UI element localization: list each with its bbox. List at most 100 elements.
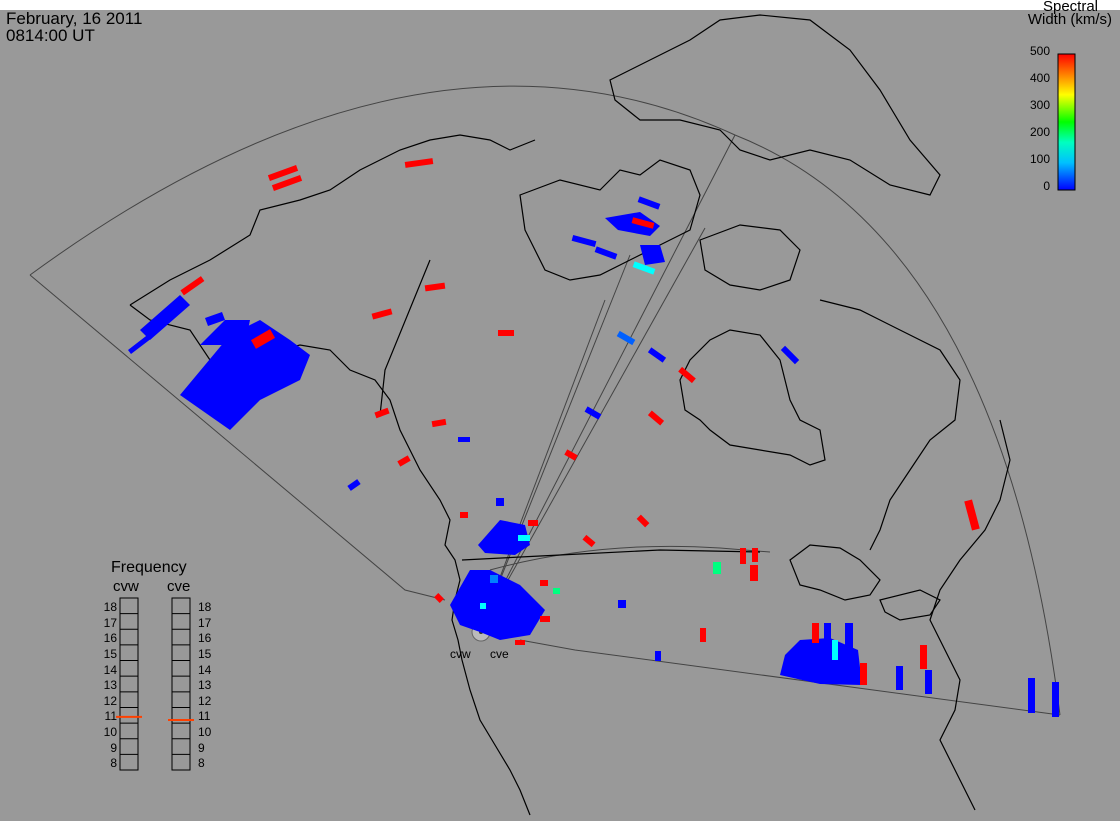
echo-cell xyxy=(540,616,550,622)
echo-cell xyxy=(896,666,903,690)
echo-cluster-greatlakes xyxy=(780,638,862,685)
frequency-level-label-right: 12 xyxy=(198,693,212,708)
freq-bar-cvw xyxy=(119,597,139,771)
echo-cell xyxy=(678,366,696,384)
echo-cell xyxy=(655,651,661,661)
colorbar-tick-label: 100 xyxy=(1029,152,1050,166)
frequency-level-label-right: 17 xyxy=(198,615,212,630)
echo-cell xyxy=(647,347,667,363)
echo-cell xyxy=(434,593,444,603)
echo-cluster-alaska xyxy=(128,295,310,430)
frequency-level-label-left: 11 xyxy=(104,709,117,724)
echo-cell xyxy=(1052,682,1059,717)
echo-cell xyxy=(925,670,932,694)
frequency-level-label-right: 11 xyxy=(198,709,211,724)
echo-cell xyxy=(404,158,434,168)
echo-cell xyxy=(553,588,560,594)
freq-bar-cve xyxy=(171,597,191,771)
coastlines xyxy=(129,14,1011,816)
echo-cell xyxy=(636,514,650,528)
frequency-level-label-left: 8 xyxy=(110,756,117,771)
frequency-radar-left: cvw xyxy=(113,578,139,595)
frequency-level-label-left: 9 xyxy=(110,740,117,755)
echo-cell xyxy=(480,603,486,609)
echo-cell xyxy=(397,455,411,467)
echo-cell xyxy=(460,512,468,518)
echo-cell xyxy=(920,645,927,669)
echo-cell xyxy=(700,628,706,642)
plot-background xyxy=(0,10,1120,821)
echo-cell xyxy=(637,196,661,210)
echo-cell xyxy=(267,165,299,181)
echo-cell xyxy=(964,499,980,531)
colorbar-tick-label: 200 xyxy=(1029,125,1050,139)
frequency-bars xyxy=(119,597,191,771)
frequency-level-label-right: 15 xyxy=(198,646,212,661)
frequency-level-label-right: 10 xyxy=(198,725,212,740)
echo-cell xyxy=(374,407,390,419)
echo-cell xyxy=(632,261,656,275)
frequency-level-label-left: 18 xyxy=(103,600,117,614)
frequency-level-label-left: 16 xyxy=(103,631,117,646)
echo-cell xyxy=(180,276,205,296)
echo-cell xyxy=(424,282,446,292)
date-label: February, 16 2011 xyxy=(6,9,143,28)
echo-cell xyxy=(824,623,831,641)
echo-cell xyxy=(584,406,602,420)
echo-cell xyxy=(518,535,530,541)
echo-cell xyxy=(250,329,276,349)
frequency-level-label-right: 9 xyxy=(198,740,205,755)
colorbar-title-line1: Spectral xyxy=(1042,0,1098,15)
echo-cell xyxy=(713,562,721,574)
echo-cell xyxy=(371,308,393,320)
frequency-level-label-left: 13 xyxy=(103,678,117,693)
echo-cell xyxy=(498,330,514,336)
echo-cell xyxy=(515,640,525,645)
echo-cell xyxy=(780,345,800,365)
frequency-level-label-left: 10 xyxy=(103,725,117,740)
frequency-level-label-left: 14 xyxy=(103,662,117,677)
site-label-east: cve xyxy=(490,647,509,661)
echo-cell xyxy=(740,548,746,564)
echo-cell xyxy=(564,449,578,461)
frequency-title: Frequency xyxy=(111,559,187,576)
colorbar-tick-label: 300 xyxy=(1029,98,1050,112)
frequency-grid xyxy=(116,613,194,755)
echo-cell xyxy=(845,623,853,658)
frequency-level-label-right: 8 xyxy=(198,756,205,771)
colorbar-tick-label: 0 xyxy=(1043,179,1050,193)
echo-cell xyxy=(496,498,504,506)
echo-cell xyxy=(347,479,361,491)
echo-cell xyxy=(812,623,819,643)
echo-cluster-arctic xyxy=(605,212,665,265)
echo-cell xyxy=(618,600,626,608)
echo-cell xyxy=(752,548,758,562)
frequency-level-label-left: 12 xyxy=(103,693,117,708)
echo-cell xyxy=(1028,678,1035,713)
echo-cell xyxy=(490,575,498,583)
colorbar-tick-label: 500 xyxy=(1029,44,1050,58)
colorbar-title-line2: Width (km/s) xyxy=(1027,11,1112,28)
frequency-level-label-left: 15 xyxy=(103,646,117,661)
echo-cluster-site xyxy=(450,520,545,640)
frequency-level-label-right: 16 xyxy=(198,631,212,646)
echo-cell xyxy=(750,565,758,581)
echo-cells xyxy=(180,158,1059,717)
echo-cell xyxy=(832,640,838,660)
colorbar-tick-label: 400 xyxy=(1029,71,1050,85)
time-label: 0814:00 UT xyxy=(6,26,95,45)
echo-cell xyxy=(540,580,548,586)
echo-cell xyxy=(271,175,303,191)
echo-cell xyxy=(582,534,596,548)
frequency-level-label-right: 18 xyxy=(198,600,212,614)
colorbar xyxy=(1057,53,1076,191)
echo-cell xyxy=(616,330,636,346)
echo-cell xyxy=(528,520,538,526)
frequency-level-label-right: 13 xyxy=(198,678,212,693)
echo-cell xyxy=(594,246,618,260)
echo-cell xyxy=(458,437,470,442)
site-label-west: cvw xyxy=(450,647,471,661)
echo-cell xyxy=(571,234,597,248)
frequency-radar-right: cve xyxy=(167,578,191,595)
